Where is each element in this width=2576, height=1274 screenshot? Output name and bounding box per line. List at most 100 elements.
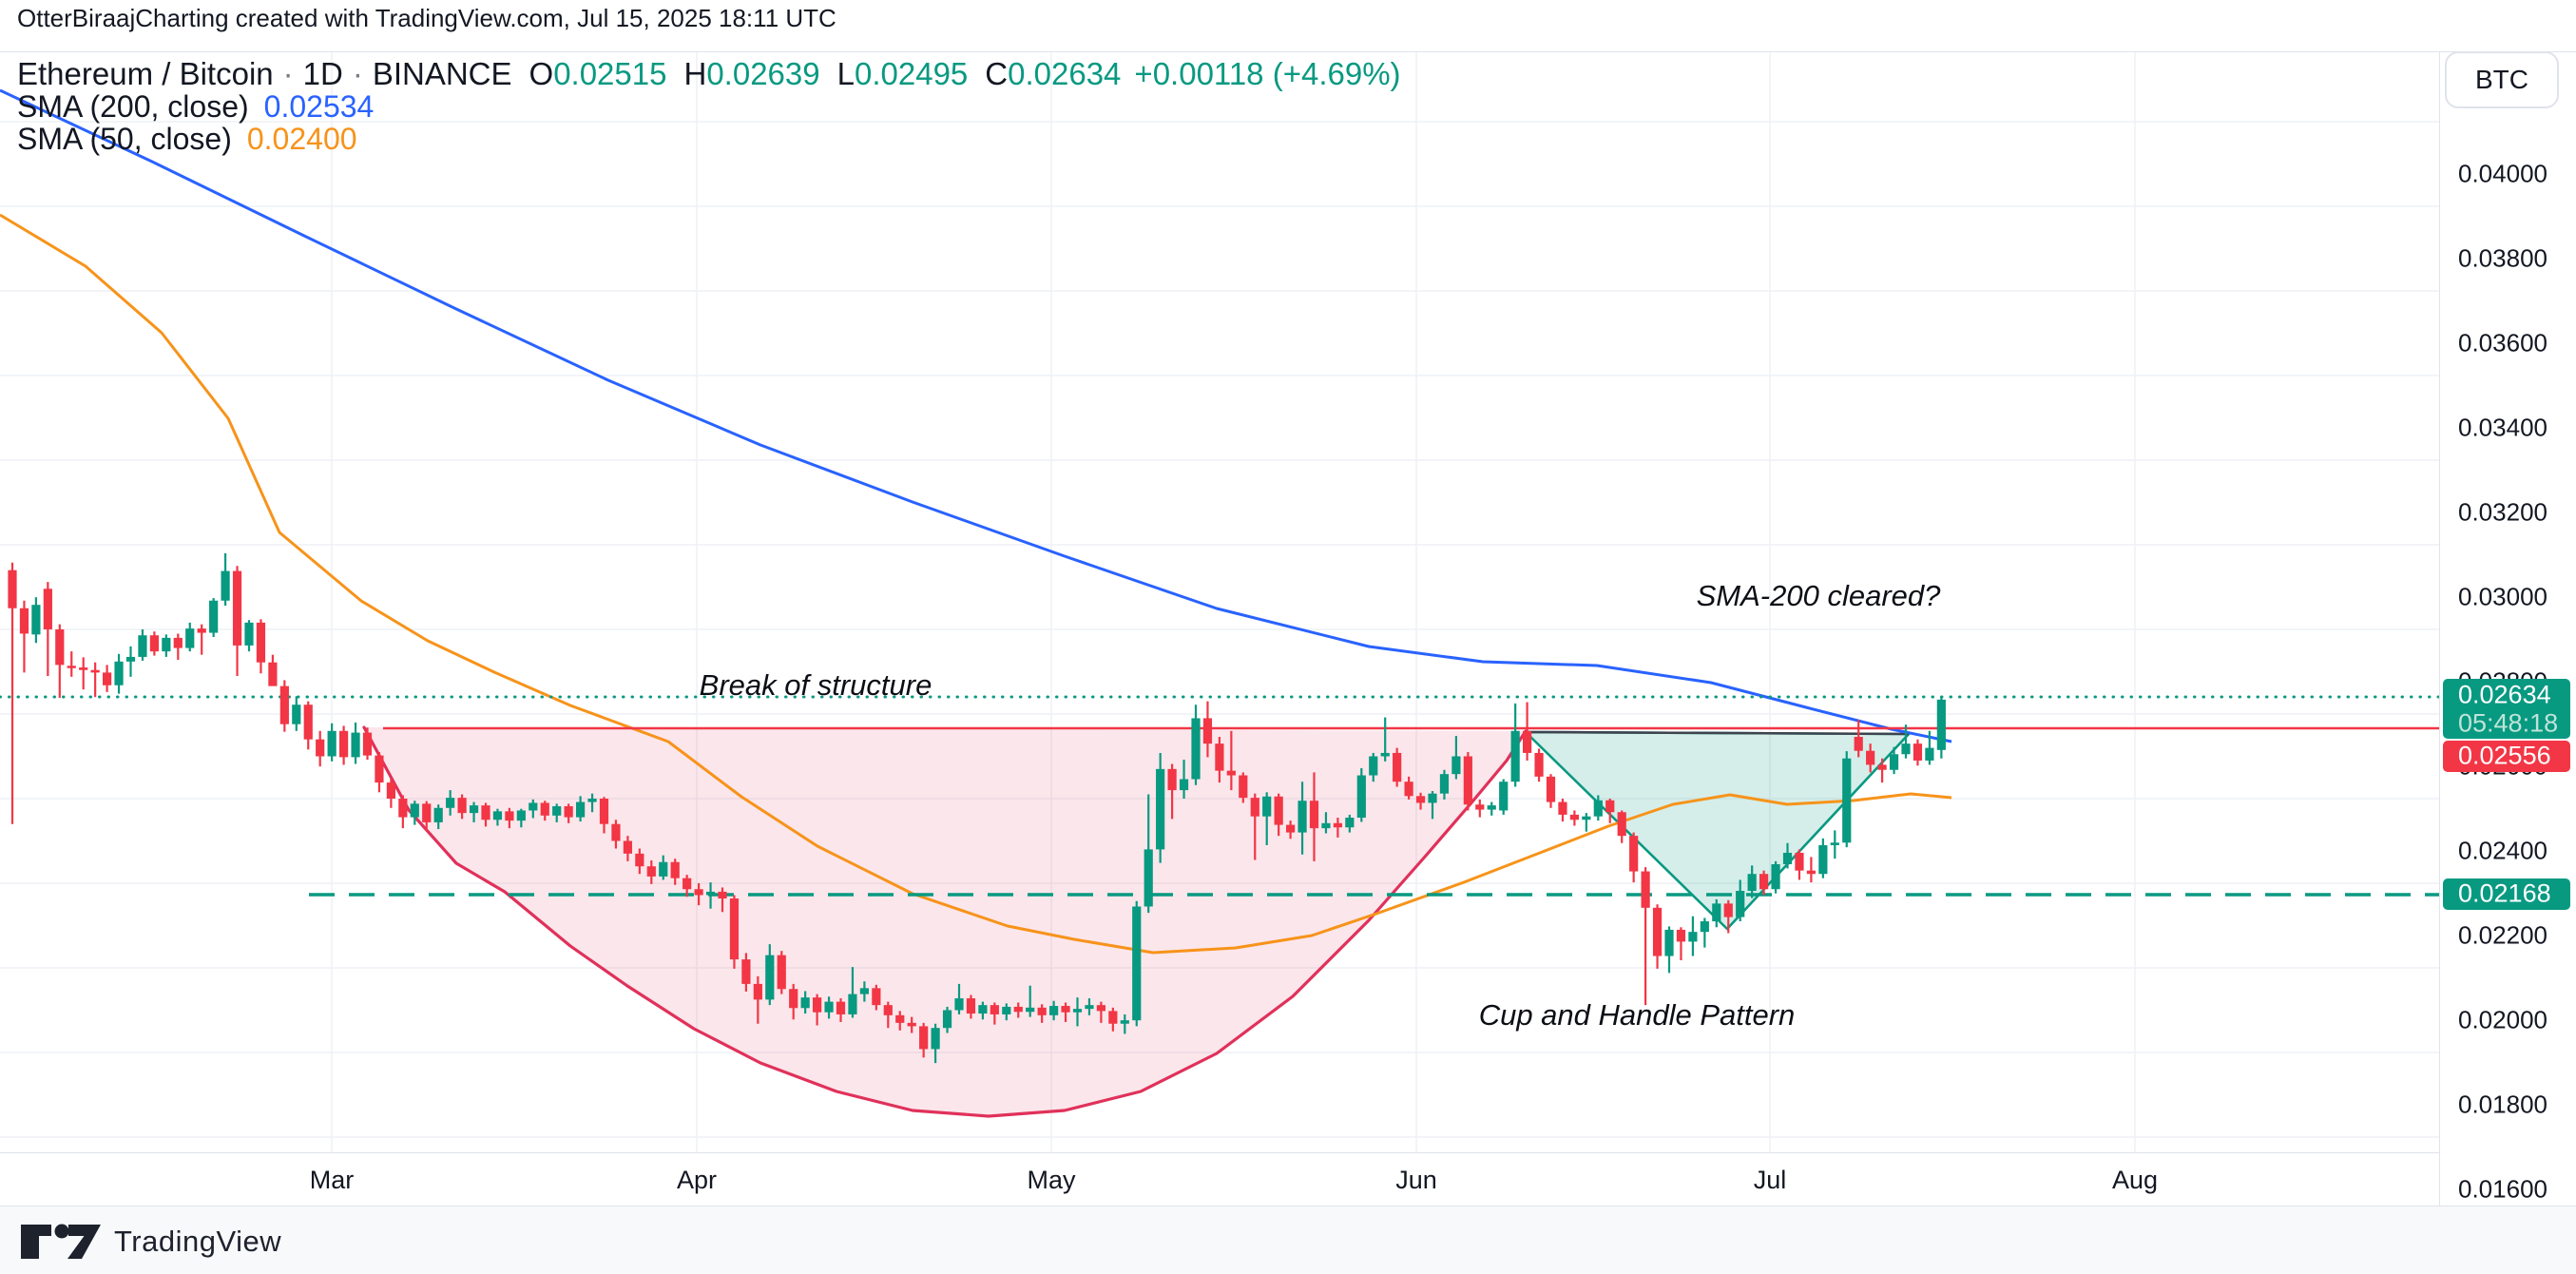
chart-legend: Ethereum / Bitcoin · 1D · BINANCE O 0.02… — [17, 57, 1401, 155]
candle-body — [682, 878, 692, 890]
candle-body — [410, 803, 419, 818]
candle-body — [339, 730, 349, 758]
candle-body — [1333, 822, 1342, 828]
candle-body — [587, 799, 597, 802]
month-tick-label: Jul — [1753, 1166, 1787, 1194]
candle-body — [469, 805, 479, 814]
candle-body — [813, 997, 822, 1013]
candle-body — [529, 802, 538, 811]
open-label: O — [529, 55, 554, 91]
candle-body — [978, 1005, 988, 1014]
candle-body — [43, 589, 52, 629]
sma200-label: SMA (200, close) — [17, 89, 249, 124]
candle-body — [1439, 774, 1450, 794]
current-price-value: 0.02634 — [2458, 680, 2551, 709]
candle-body — [1913, 743, 1923, 761]
candle-body — [1806, 870, 1816, 875]
candle-body — [1723, 903, 1733, 917]
annotation-cup-and-handle: Cup and Handle Pattern — [1478, 998, 1796, 1032]
candle-body — [67, 666, 76, 668]
candle-body — [1262, 796, 1272, 817]
candle-body — [1936, 699, 1946, 750]
exchange-label: BINANCE — [372, 55, 512, 91]
candle-body — [1356, 775, 1366, 819]
candle-body — [351, 732, 360, 758]
candle-body — [1546, 776, 1556, 802]
candle-body — [1558, 801, 1567, 815]
candle-body — [942, 1010, 952, 1029]
candle-body — [1629, 836, 1639, 872]
candle-body — [268, 662, 278, 686]
candle-body — [386, 782, 395, 799]
month-tick-label: Aug — [2111, 1166, 2159, 1194]
candle-body — [516, 810, 526, 821]
candle-body — [1782, 852, 1793, 864]
time-scale[interactable]: Mar Apr May Jun Jul Aug — [0, 1153, 2439, 1206]
sma50-legend-row[interactable]: SMA (50, close) 0.02400 — [17, 124, 1401, 154]
price-tick-label: 0.03600 — [2458, 328, 2547, 357]
candle-body — [765, 955, 775, 1000]
tradingview-logo-icon — [21, 1224, 101, 1259]
candle-body — [1415, 796, 1426, 803]
candle-body — [1475, 804, 1485, 810]
candle-body — [659, 861, 668, 877]
candle-body — [777, 955, 786, 990]
candle-body — [1617, 812, 1626, 837]
candle-body — [564, 806, 573, 818]
candle-body — [79, 667, 88, 670]
candle-body — [1369, 756, 1378, 776]
candle-body — [375, 755, 384, 783]
candle-body — [1877, 764, 1887, 770]
candle-body — [1393, 752, 1402, 782]
month-tick-label: Jun — [1395, 1166, 1437, 1194]
candle-body — [103, 672, 112, 685]
cup-pattern-fill — [364, 727, 1526, 1116]
candle-body — [635, 853, 644, 867]
candle-body — [1842, 758, 1852, 843]
candle-body — [185, 628, 195, 648]
candle-body — [1132, 906, 1142, 1021]
candle-body — [279, 685, 289, 724]
candle-body — [1345, 818, 1355, 828]
candle-body — [1830, 842, 1839, 845]
candle-body — [1700, 921, 1709, 933]
time-scale-border — [0, 1152, 2439, 1153]
candle-body — [209, 600, 219, 633]
candle-body — [1463, 756, 1472, 805]
unit-toggle-button[interactable]: BTC — [2445, 51, 2559, 108]
symbol-legend-row[interactable]: Ethereum / Bitcoin · 1D · BINANCE O 0.02… — [17, 57, 1401, 89]
price-tick-label: 0.03000 — [2458, 582, 2547, 611]
price-tick-label: 0.03200 — [2458, 497, 2547, 527]
price-tick-label: 0.01600 — [2458, 1174, 2547, 1204]
candle-body — [1120, 1020, 1129, 1024]
candle-body — [1652, 907, 1663, 956]
candle-body — [1239, 775, 1248, 799]
sma-200-line — [0, 88, 1952, 743]
price-scale[interactable]: 0.04000 0.03800 0.03600 0.03400 0.03200 0.030… — [2440, 52, 2576, 1206]
candle-body — [1499, 782, 1509, 811]
candle-body — [1854, 737, 1863, 751]
candle-body — [1026, 1007, 1035, 1013]
price-tick-label: 0.03800 — [2458, 243, 2547, 273]
sma50-value: 0.02400 — [246, 122, 357, 156]
candle-body — [125, 656, 136, 662]
candle-body — [966, 998, 976, 1014]
candle-body — [1321, 822, 1331, 829]
candle-body — [1298, 801, 1307, 833]
candle-body — [1688, 932, 1698, 942]
open-value: 0.02515 — [553, 55, 667, 91]
candle-body — [670, 861, 680, 878]
month-tick-label: Apr — [676, 1166, 718, 1194]
price-tick-label: 0.03400 — [2458, 413, 2547, 442]
candle-body — [362, 732, 373, 756]
close-label: C — [985, 55, 1009, 91]
month-tick-label: Mar — [309, 1166, 355, 1194]
candle-body — [398, 799, 408, 818]
candle-body — [741, 959, 751, 984]
sma200-legend-row[interactable]: SMA (200, close) 0.02534 — [17, 91, 1401, 122]
tradingview-logo[interactable]: TradingView — [19, 1223, 281, 1261]
price-tick-label: 0.02400 — [2458, 836, 2547, 865]
